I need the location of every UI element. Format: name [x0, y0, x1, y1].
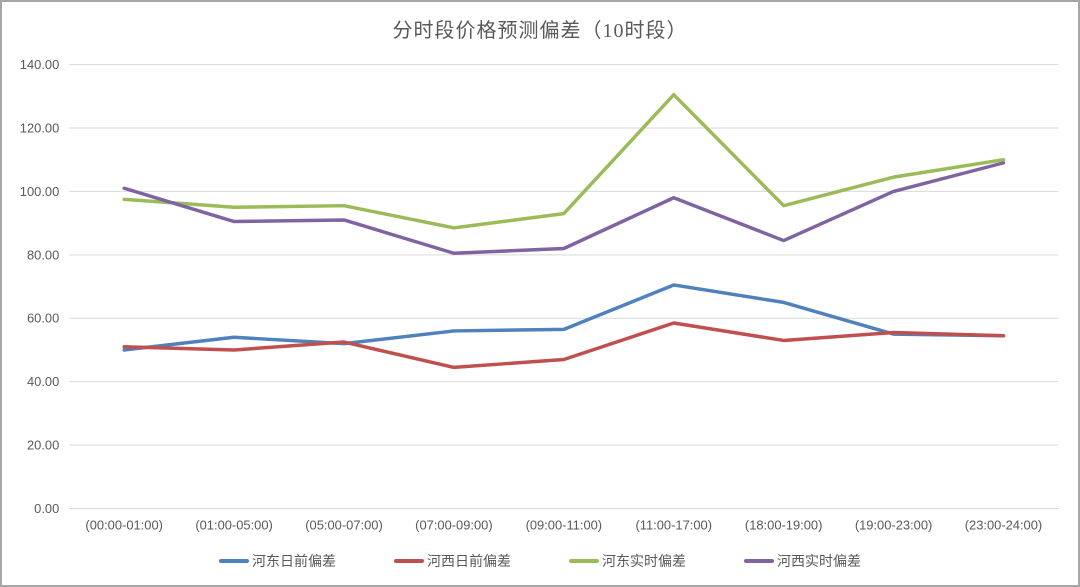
legend-label-hedong-day-ahead: 河东日前偏差 — [252, 555, 336, 570]
legend-label-hexi-realtime: 河西实时偏差 — [777, 555, 861, 570]
series-lines — [122, 92, 1006, 370]
legend-line-swatch-hedong-realtime — [569, 559, 599, 563]
x-axis-label: (11:00-17:00) — [635, 517, 712, 532]
x-axis-labels: (00:00-01:00) (01:00-05:00) (05:00-07:00) (… — [85, 517, 1042, 532]
series-line-hedong-realtime — [122, 92, 1006, 230]
legend-item-hexi-realtime: 河西实时偏差 — [744, 551, 861, 571]
legend-item-hexi-day-ahead: 河西日前偏差 — [394, 551, 511, 571]
x-axis-label: (01:00-05:00) — [195, 517, 273, 532]
y-axis-label: 0.00 — [34, 501, 59, 516]
y-axis-label: 120.00 — [20, 120, 59, 135]
y-axis-label: 100.00 — [20, 184, 59, 199]
legend-line-swatch-hexi-day-ahead — [394, 559, 424, 563]
legend-item-hedong-realtime: 河东实时偏差 — [569, 551, 686, 571]
legend-line-swatch-hexi-realtime — [744, 559, 774, 563]
legend: 河东日前偏差 河西日前偏差 河东实时偏差 河西实时偏差 — [2, 551, 1078, 571]
y-axis-label: 20.00 — [27, 438, 59, 453]
series-line-hexi-realtime — [122, 161, 1006, 255]
series-line-hexi-day-ahead — [122, 321, 1006, 370]
y-axis-label: 60.00 — [27, 311, 59, 326]
x-axis-label: (23:00-24:00) — [965, 517, 1042, 532]
y-axis-labels: 0.00 20.00 40.00 60.00 80.00 100.00 120.00 140.… — [20, 57, 59, 516]
chart-title: 分时段价格预测偏差（10时段） — [392, 20, 688, 42]
legend-label-hedong-realtime: 河东实时偏差 — [602, 555, 686, 570]
legend-label-hexi-day-ahead: 河西日前偏差 — [427, 555, 511, 570]
x-axis-label: (05:00-07:00) — [305, 517, 383, 532]
x-axis-label: (19:00-23:00) — [855, 517, 933, 532]
x-axis-label: (18:00-19:00) — [745, 517, 823, 532]
gridlines — [69, 64, 1059, 510]
legend-item-hedong-day-ahead: 河东日前偏差 — [219, 551, 336, 571]
legend-line-swatch-hedong-day-ahead — [219, 559, 249, 563]
x-axis-label: (07:00-09:00) — [415, 517, 493, 532]
y-axis-label: 40.00 — [27, 374, 59, 389]
series-line-hedong-day-ahead — [122, 283, 1006, 352]
y-axis-label: 140.00 — [20, 57, 59, 72]
x-axis-label: (00:00-01:00) — [85, 517, 163, 532]
y-axis-label: 80.00 — [27, 247, 59, 262]
x-axis-label: (09:00-11:00) — [526, 517, 603, 532]
